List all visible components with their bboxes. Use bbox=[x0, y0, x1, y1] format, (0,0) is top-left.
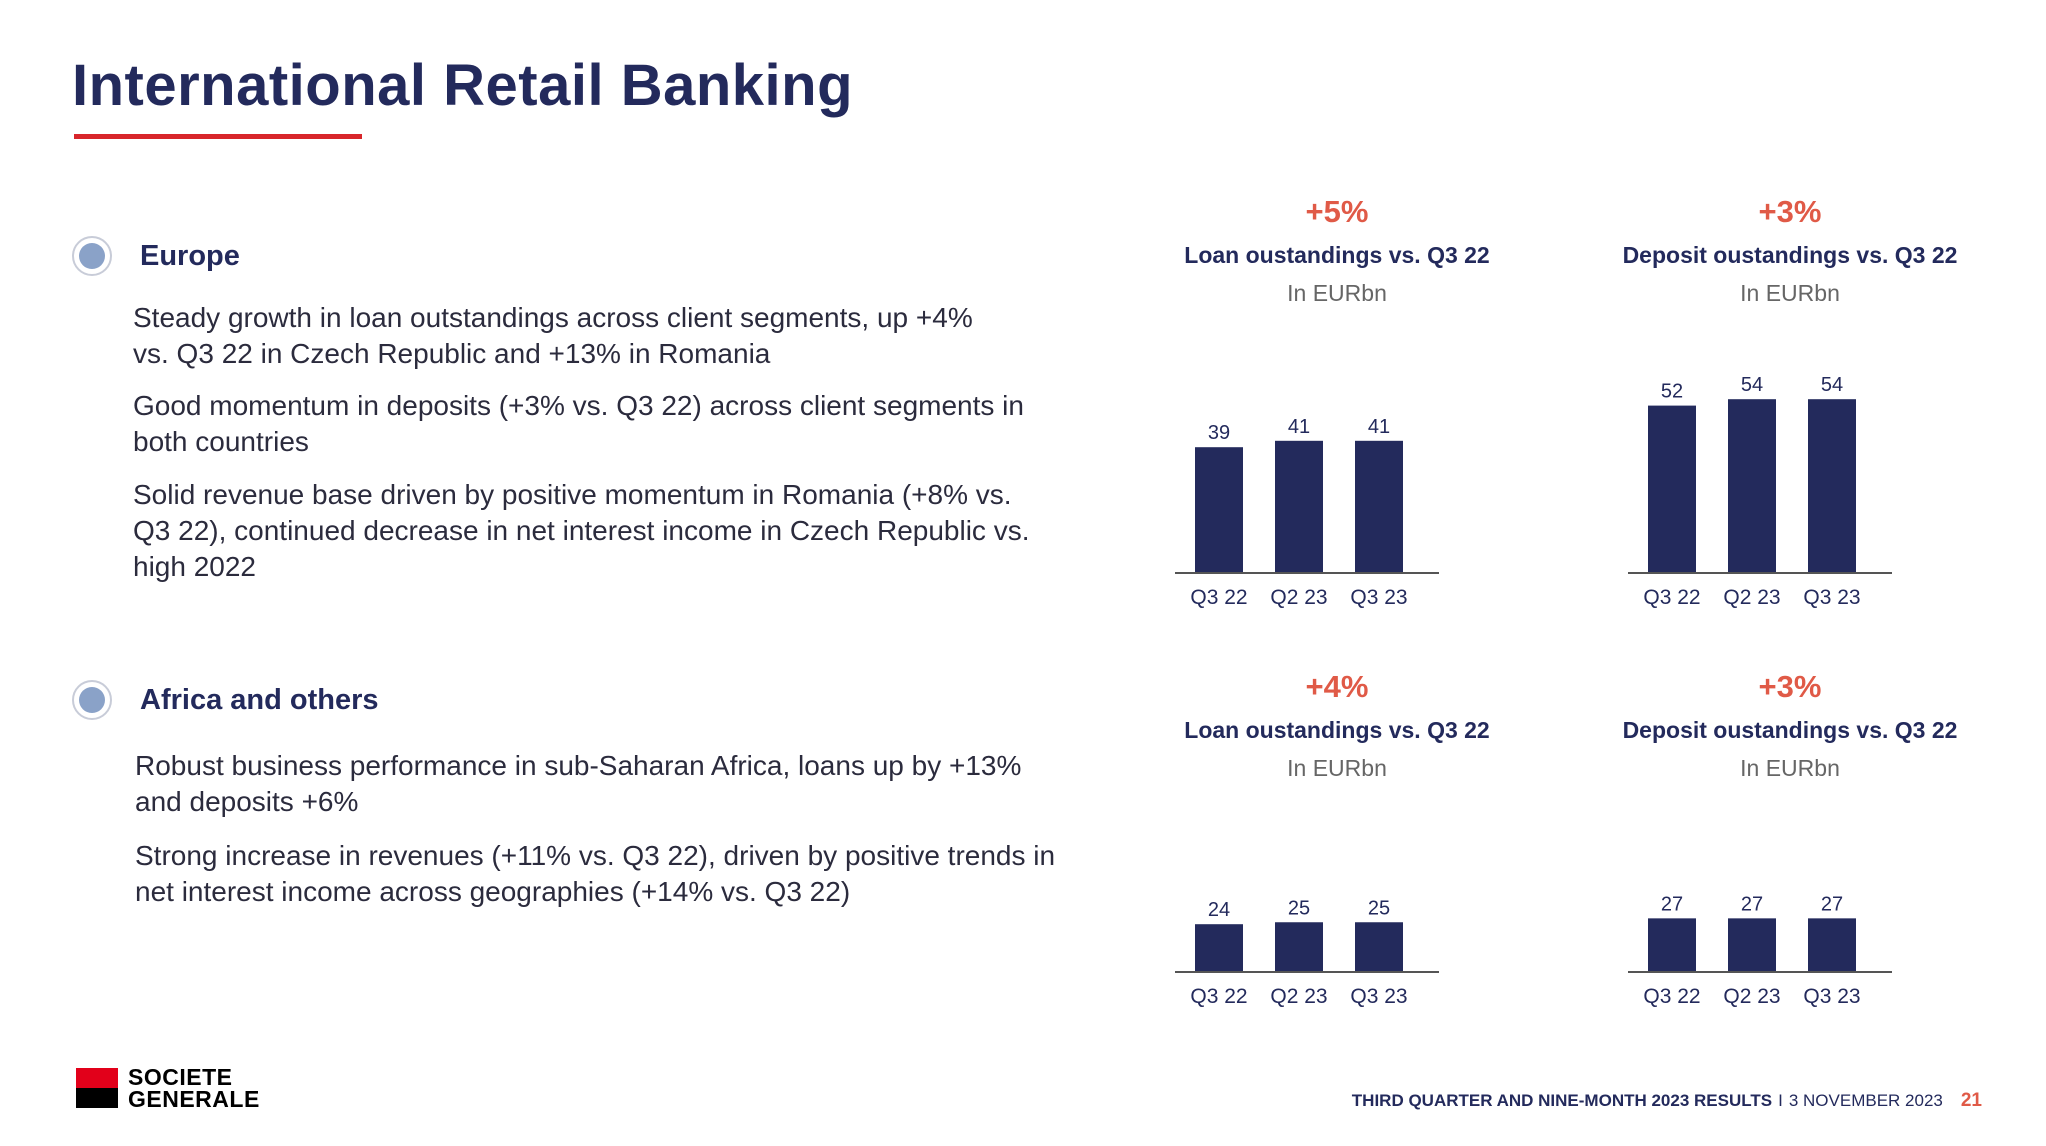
chart-unit: In EURbn bbox=[1740, 755, 1840, 781]
section-header-africa: Africa and others bbox=[72, 680, 379, 720]
data-label: 41 bbox=[1288, 416, 1310, 438]
x-tick-label: Q3 23 bbox=[1350, 586, 1407, 609]
logo-line: SOCIETE bbox=[128, 1064, 233, 1090]
change-percent: +3% bbox=[1758, 669, 1822, 704]
change-percent: +4% bbox=[1305, 669, 1369, 704]
chart-title: Loan oustandings vs. Q3 22 bbox=[1184, 717, 1490, 743]
data-label: 25 bbox=[1368, 897, 1390, 919]
x-tick-label: Q2 23 bbox=[1270, 586, 1327, 609]
bar bbox=[1275, 922, 1323, 971]
data-label: 52 bbox=[1661, 381, 1683, 403]
chart-africa-deposits: +3% Deposit oustandings vs. Q3 22 In EUR… bbox=[1600, 669, 1980, 1109]
data-label: 27 bbox=[1661, 893, 1683, 915]
footer-separator: I bbox=[1778, 1091, 1783, 1110]
chart-europe-deposits: +3% Deposit oustandings vs. Q3 22 In EUR… bbox=[1600, 194, 1980, 634]
bar-chart-svg: 24 Q3 22 25 Q2 23 25 Q3 23 bbox=[1175, 897, 1439, 1008]
chart-unit: In EURbn bbox=[1287, 280, 1387, 306]
data-label: 54 bbox=[1741, 374, 1763, 396]
logo-line: GENERALE bbox=[128, 1086, 260, 1112]
data-label: 27 bbox=[1741, 893, 1763, 915]
footer: THIRD QUARTER AND NINE-MONTH 2023 RESULT… bbox=[1352, 1090, 1982, 1112]
bullet-icon bbox=[72, 680, 112, 720]
paragraph: Strong increase in revenues (+11% vs. Q3… bbox=[135, 840, 1056, 907]
section-label: Europe bbox=[140, 239, 240, 272]
x-tick-label: Q3 22 bbox=[1190, 586, 1247, 609]
x-tick-label: Q3 23 bbox=[1350, 985, 1407, 1008]
bar bbox=[1808, 399, 1856, 572]
x-tick-label: Q3 23 bbox=[1803, 985, 1860, 1008]
data-label: 25 bbox=[1288, 897, 1310, 919]
chart-unit: In EURbn bbox=[1740, 280, 1840, 306]
section-header-europe: Europe bbox=[72, 236, 240, 276]
data-label: 24 bbox=[1208, 899, 1230, 921]
x-tick-label: Q2 23 bbox=[1723, 985, 1780, 1008]
bar bbox=[1808, 918, 1856, 971]
paragraph: Robust business performance in sub-Sahar… bbox=[135, 750, 1022, 817]
chart-europe-loans: +5% Loan oustandings vs. Q3 22 In EURbn … bbox=[1147, 194, 1527, 634]
bar bbox=[1355, 440, 1403, 572]
x-tick-label: Q3 22 bbox=[1643, 985, 1700, 1008]
data-label: 41 bbox=[1368, 416, 1390, 438]
bar bbox=[1728, 918, 1776, 971]
x-tick-label: Q2 23 bbox=[1270, 985, 1327, 1008]
bar bbox=[1195, 447, 1243, 572]
chart-title: Deposit oustandings vs. Q3 22 bbox=[1622, 242, 1958, 268]
bar-chart-svg: 39 Q3 22 41 Q2 23 41 Q3 23 bbox=[1175, 416, 1439, 609]
bar bbox=[1648, 405, 1696, 572]
x-tick-label: Q3 22 bbox=[1643, 586, 1700, 609]
x-tick-label: Q3 22 bbox=[1190, 985, 1247, 1008]
title-underline bbox=[74, 134, 362, 139]
logo-text: SOCIETE GENERALE bbox=[128, 1064, 260, 1112]
data-label: 39 bbox=[1208, 422, 1230, 444]
bar bbox=[1275, 440, 1323, 572]
x-tick-label: Q3 23 bbox=[1803, 586, 1860, 609]
chart-unit: In EURbn bbox=[1287, 755, 1387, 781]
bar bbox=[1728, 399, 1776, 572]
chart-africa-loans: +4% Loan oustandings vs. Q3 22 In EURbn … bbox=[1147, 669, 1527, 1109]
change-percent: +5% bbox=[1305, 194, 1369, 229]
x-tick-label: Q2 23 bbox=[1723, 586, 1780, 609]
company-logo: SOCIETE GENERALE bbox=[76, 1064, 260, 1112]
data-label: 54 bbox=[1821, 374, 1843, 396]
footer-date: 3 NOVEMBER 2023 bbox=[1788, 1091, 1943, 1110]
bar bbox=[1355, 922, 1403, 971]
bar-chart-svg: 27 Q3 22 27 Q2 23 27 Q3 23 bbox=[1628, 893, 1892, 1008]
bar bbox=[1195, 924, 1243, 971]
data-label: 27 bbox=[1821, 893, 1843, 915]
bar bbox=[1648, 918, 1696, 971]
paragraph: Good momentum in deposits (+3% vs. Q3 22… bbox=[133, 390, 1024, 457]
paragraph: Steady growth in loan outstandings acros… bbox=[133, 302, 973, 369]
logo-mark-icon bbox=[76, 1068, 118, 1108]
footer-report-title: THIRD QUARTER AND NINE-MONTH 2023 RESULT… bbox=[1351, 1091, 1773, 1110]
chart-title: Deposit oustandings vs. Q3 22 bbox=[1622, 717, 1958, 743]
bar-chart-svg: 52 Q3 22 54 Q2 23 54 Q3 23 bbox=[1628, 374, 1892, 609]
paragraph: Solid revenue base driven by positive mo… bbox=[133, 479, 1030, 582]
change-percent: +3% bbox=[1758, 194, 1822, 229]
chart-title: Loan oustandings vs. Q3 22 bbox=[1184, 242, 1490, 268]
page-number: 21 bbox=[1960, 1090, 1982, 1111]
section-label: Africa and others bbox=[140, 683, 379, 716]
bullet-icon bbox=[72, 236, 112, 276]
page-title: International Retail Banking bbox=[72, 53, 853, 118]
